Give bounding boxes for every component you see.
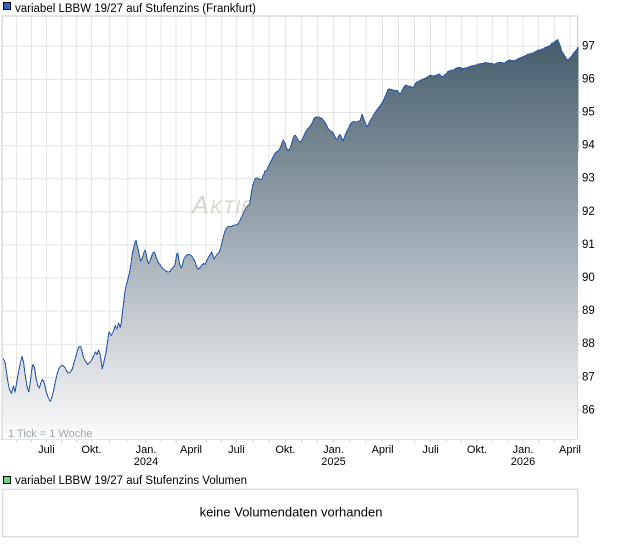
svg-text:April: April (180, 444, 202, 456)
svg-text:Okt.: Okt. (467, 444, 487, 456)
svg-text:1 Tick = 1 Woche: 1 Tick = 1 Woche (8, 428, 92, 440)
svg-text:2024: 2024 (134, 456, 158, 468)
svg-text:Juli: Juli (228, 444, 245, 456)
svg-text:Juli: Juli (422, 444, 439, 456)
svg-text:91: 91 (582, 239, 595, 251)
svg-text:92: 92 (582, 206, 595, 218)
svg-text:keine Volumendaten vorhanden: keine Volumendaten vorhanden (200, 505, 383, 520)
svg-text:2025: 2025 (321, 456, 345, 468)
svg-text:93: 93 (582, 173, 595, 185)
svg-text:Jan.: Jan. (323, 444, 344, 456)
svg-text:variabel LBBW 19/27 auf Stufen: variabel LBBW 19/27 auf Stufenzins (Fran… (15, 3, 256, 15)
svg-text:97: 97 (582, 40, 595, 52)
svg-text:95: 95 (582, 107, 595, 119)
svg-text:variabel LBBW 19/27 auf Stufen: variabel LBBW 19/27 auf Stufenzins Volum… (15, 475, 247, 487)
svg-text:Jan.: Jan. (136, 444, 157, 456)
svg-text:88: 88 (582, 338, 595, 350)
svg-text:86: 86 (582, 404, 595, 416)
svg-text:90: 90 (582, 272, 595, 284)
svg-text:96: 96 (582, 73, 595, 85)
svg-text:Jan.: Jan. (513, 444, 534, 456)
svg-text:Okt.: Okt. (275, 444, 295, 456)
svg-text:89: 89 (582, 305, 595, 317)
svg-text:Juli: Juli (38, 444, 55, 456)
svg-text:2026: 2026 (511, 456, 535, 468)
svg-text:Okt.: Okt. (81, 444, 101, 456)
svg-text:94: 94 (582, 140, 595, 152)
svg-text:87: 87 (582, 371, 595, 383)
svg-text:April: April (372, 444, 394, 456)
svg-text:April: April (559, 444, 581, 456)
